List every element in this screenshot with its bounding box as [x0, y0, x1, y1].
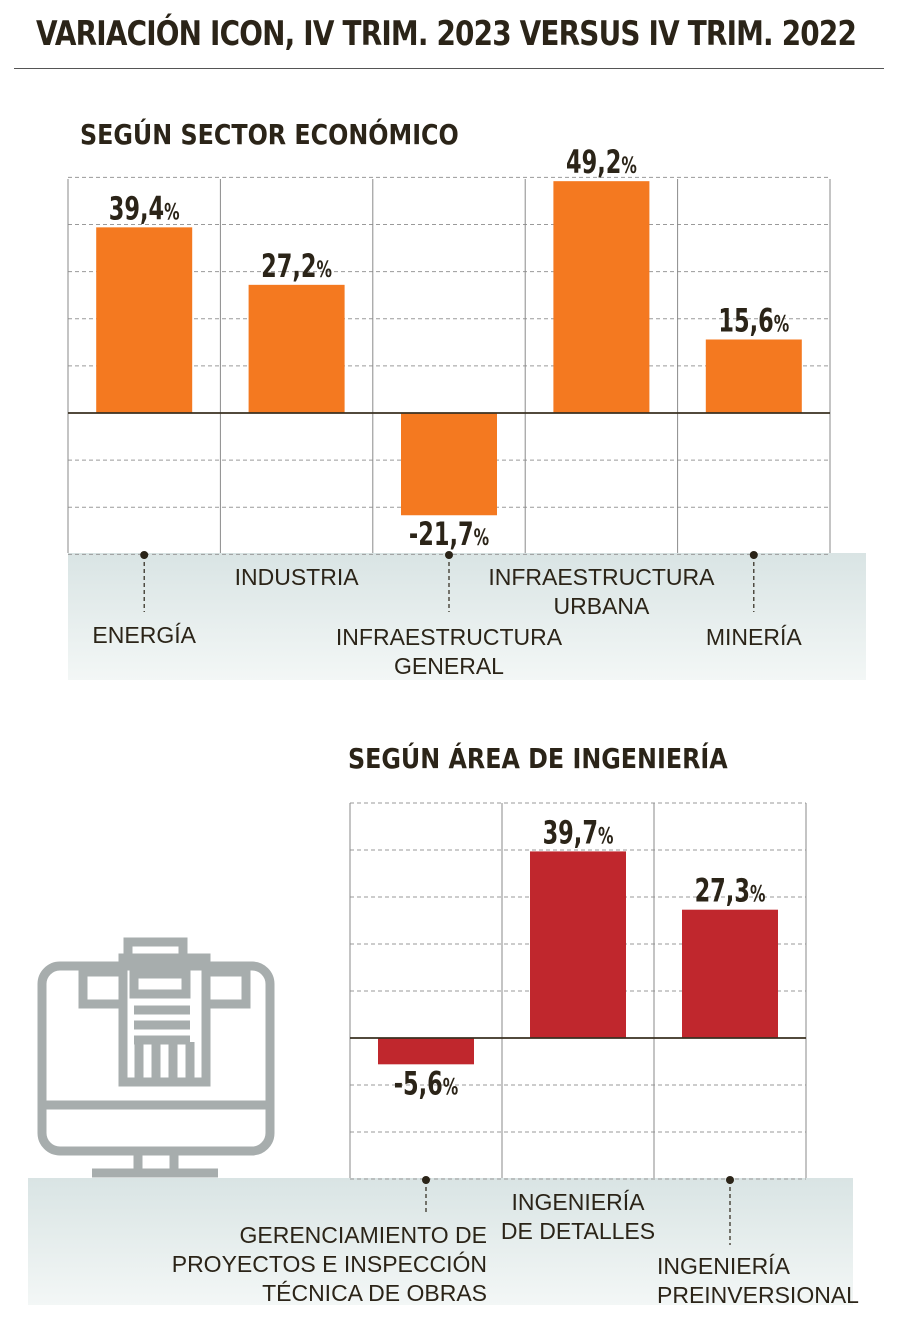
category-label: PROYECTOS E INSPECCIÓN: [172, 1251, 487, 1277]
chart-2: -5,6%39,7%27,3%GERENCIAMIENTO DEPROYECTO…: [28, 802, 859, 1308]
category-label: INFRAESTRUCTURA: [488, 564, 715, 590]
building-monitor-icon: [37, 937, 275, 1178]
category-label: MINERÍA: [706, 624, 803, 650]
category-label: INGENIERÍA: [657, 1253, 791, 1279]
bar: [401, 413, 497, 516]
chart-2-title: SEGÚN ÁREA DE INGENIERÍA: [348, 742, 728, 775]
data-label: 39,4%: [109, 189, 180, 227]
chart-1-title: SEGÚN SECTOR ECONÓMICO: [80, 118, 459, 151]
data-label-unit: %: [443, 1074, 459, 1100]
data-label: 15,6%: [718, 301, 789, 339]
data-label-unit: %: [621, 153, 637, 179]
bar: [530, 851, 626, 1038]
category-band: [28, 1178, 853, 1305]
data-label: 39,7%: [543, 813, 614, 851]
data-label-value: -21,7: [409, 515, 474, 553]
data-label-value: -5,6: [394, 1064, 443, 1102]
data-label-value: 39,7: [543, 813, 598, 851]
data-label: -21,7%: [409, 515, 489, 553]
data-label: 49,2%: [566, 143, 637, 181]
data-label-value: 39,4: [109, 189, 164, 227]
data-label-unit: %: [164, 199, 180, 225]
bar: [553, 181, 650, 413]
chart-main-title: VARIACIÓN ICON, IV TRIM. 2023 VERSUS IV …: [36, 14, 857, 54]
category-label: GERENCIAMIENTO DE: [240, 1222, 488, 1248]
data-label-value: 27,2: [261, 247, 316, 285]
category-label: ENERGÍA: [92, 622, 196, 648]
bar: [96, 227, 193, 413]
category-band: [68, 553, 866, 680]
data-label-unit: %: [774, 311, 790, 337]
bar: [682, 909, 778, 1038]
data-label-unit: %: [317, 257, 333, 283]
category-label: GENERAL: [394, 653, 504, 679]
category-label: INFRAESTRUCTURA: [336, 624, 563, 650]
data-label-value: 15,6: [718, 301, 773, 339]
data-label: 27,2%: [261, 247, 332, 285]
data-label: -5,6%: [394, 1064, 459, 1102]
data-label-unit: %: [474, 525, 490, 551]
title-divider: [14, 68, 884, 69]
data-label-value: 49,2: [566, 143, 621, 181]
data-label-value: 27,3: [695, 872, 750, 910]
bar: [378, 1038, 474, 1065]
category-label: TÉCNICA DE OBRAS: [262, 1280, 487, 1306]
category-label: URBANA: [553, 593, 650, 619]
category-label: DE DETALLES: [501, 1218, 655, 1244]
data-label-unit: %: [598, 823, 614, 849]
category-label: INDUSTRIA: [235, 564, 360, 590]
category-label: INGENIERÍA: [512, 1189, 646, 1215]
bar: [248, 284, 345, 413]
chart-1: 39,4%27,2%-21,7%49,2%15,6%ENERGÍAINDUSTR…: [67, 143, 866, 680]
bar: [705, 339, 802, 413]
category-label: PREINVERSIONAL: [657, 1282, 859, 1308]
data-label: 27,3%: [695, 872, 766, 910]
data-label-unit: %: [750, 882, 766, 908]
